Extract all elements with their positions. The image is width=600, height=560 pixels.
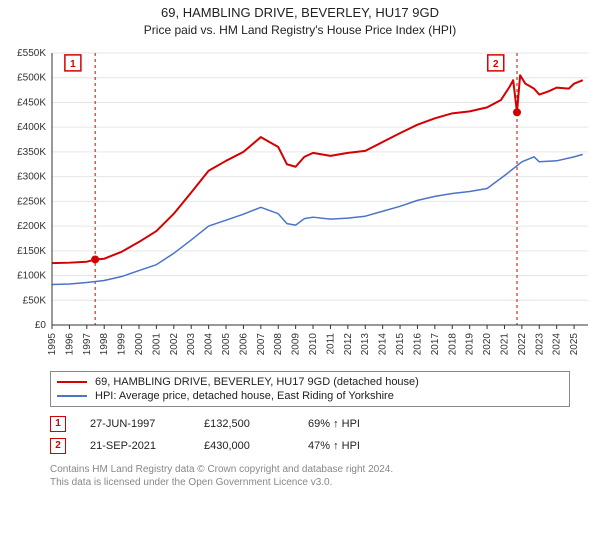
svg-text:2019: 2019 (465, 333, 476, 356)
svg-text:1998: 1998 (99, 333, 110, 356)
svg-text:2014: 2014 (378, 333, 389, 356)
svg-text:2006: 2006 (238, 333, 249, 356)
svg-text:£250K: £250K (17, 196, 46, 207)
svg-text:£350K: £350K (17, 147, 46, 158)
legend: 69, HAMBLING DRIVE, BEVERLEY, HU17 9GD (… (50, 371, 570, 407)
svg-text:2011: 2011 (325, 333, 336, 355)
svg-text:2013: 2013 (360, 333, 371, 356)
svg-text:2007: 2007 (256, 333, 267, 356)
svg-text:1995: 1995 (47, 333, 58, 356)
marker-date: 27-JUN-1997 (90, 418, 180, 430)
svg-text:2005: 2005 (221, 333, 232, 356)
svg-text:2012: 2012 (343, 333, 354, 356)
svg-text:2020: 2020 (482, 333, 493, 356)
marker-row: 1 27-JUN-1997 £132,500 69% ↑ HPI (50, 413, 570, 435)
legend-label: HPI: Average price, detached house, East… (95, 390, 394, 402)
svg-text:2004: 2004 (204, 333, 215, 356)
footer-line-1: Contains HM Land Registry data © Crown c… (50, 463, 570, 477)
svg-text:1997: 1997 (82, 333, 93, 356)
svg-text:£450K: £450K (17, 97, 46, 108)
svg-text:2025: 2025 (569, 333, 580, 356)
marker-pct: 47% ↑ HPI (308, 440, 570, 452)
svg-text:2018: 2018 (447, 333, 458, 356)
svg-text:£150K: £150K (17, 246, 46, 257)
legend-swatch (57, 395, 87, 397)
marker-row: 2 21-SEP-2021 £430,000 47% ↑ HPI (50, 435, 570, 457)
svg-text:£200K: £200K (17, 221, 46, 232)
svg-text:1996: 1996 (64, 333, 75, 356)
marker-price: £430,000 (204, 440, 284, 452)
legend-row: HPI: Average price, detached house, East… (57, 389, 563, 403)
svg-text:£300K: £300K (17, 172, 46, 183)
svg-text:£500K: £500K (17, 73, 46, 84)
footer-line-2: This data is licensed under the Open Gov… (50, 476, 570, 490)
svg-text:2016: 2016 (412, 333, 423, 356)
svg-text:2022: 2022 (517, 333, 528, 356)
marker-price: £132,500 (204, 418, 284, 430)
svg-text:2000: 2000 (134, 333, 145, 356)
svg-text:2001: 2001 (151, 333, 162, 356)
footer: Contains HM Land Registry data © Crown c… (50, 463, 570, 490)
svg-text:£400K: £400K (17, 122, 46, 133)
marker-date: 21-SEP-2021 (90, 440, 180, 452)
chart-container: 69, HAMBLING DRIVE, BEVERLEY, HU17 9GD P… (0, 0, 600, 560)
svg-text:£100K: £100K (17, 271, 46, 282)
svg-text:£550K: £550K (17, 48, 46, 59)
legend-label: 69, HAMBLING DRIVE, BEVERLEY, HU17 9GD (… (95, 376, 419, 388)
svg-text:2017: 2017 (430, 333, 441, 356)
svg-text:2008: 2008 (273, 333, 284, 356)
svg-text:2024: 2024 (552, 333, 563, 356)
chart-subtitle: Price paid vs. HM Land Registry's House … (0, 22, 600, 39)
legend-row: 69, HAMBLING DRIVE, BEVERLEY, HU17 9GD (… (57, 375, 563, 389)
marker-badge: 2 (50, 438, 66, 454)
svg-text:1999: 1999 (117, 333, 128, 356)
svg-text:2: 2 (493, 59, 499, 70)
chart-title: 69, HAMBLING DRIVE, BEVERLEY, HU17 9GD (0, 0, 600, 22)
legend-swatch (57, 381, 87, 383)
svg-text:2023: 2023 (534, 333, 545, 356)
svg-text:2021: 2021 (499, 333, 510, 356)
line-chart: £0 £50K £100K £150K £200K £250K £300K £350K £400… (0, 45, 600, 365)
marker-badge: 1 (50, 416, 66, 432)
svg-text:2010: 2010 (308, 333, 319, 356)
svg-text:2009: 2009 (291, 333, 302, 356)
svg-text:£50K: £50K (23, 295, 47, 306)
svg-text:1: 1 (70, 59, 76, 70)
marker-pct: 69% ↑ HPI (308, 418, 570, 430)
svg-text:2015: 2015 (395, 333, 406, 356)
marker-table: 1 27-JUN-1997 £132,500 69% ↑ HPI 2 21-SEP-202… (50, 413, 570, 457)
svg-text:2002: 2002 (169, 333, 180, 356)
svg-text:2003: 2003 (186, 333, 197, 356)
svg-text:£0: £0 (35, 320, 47, 331)
